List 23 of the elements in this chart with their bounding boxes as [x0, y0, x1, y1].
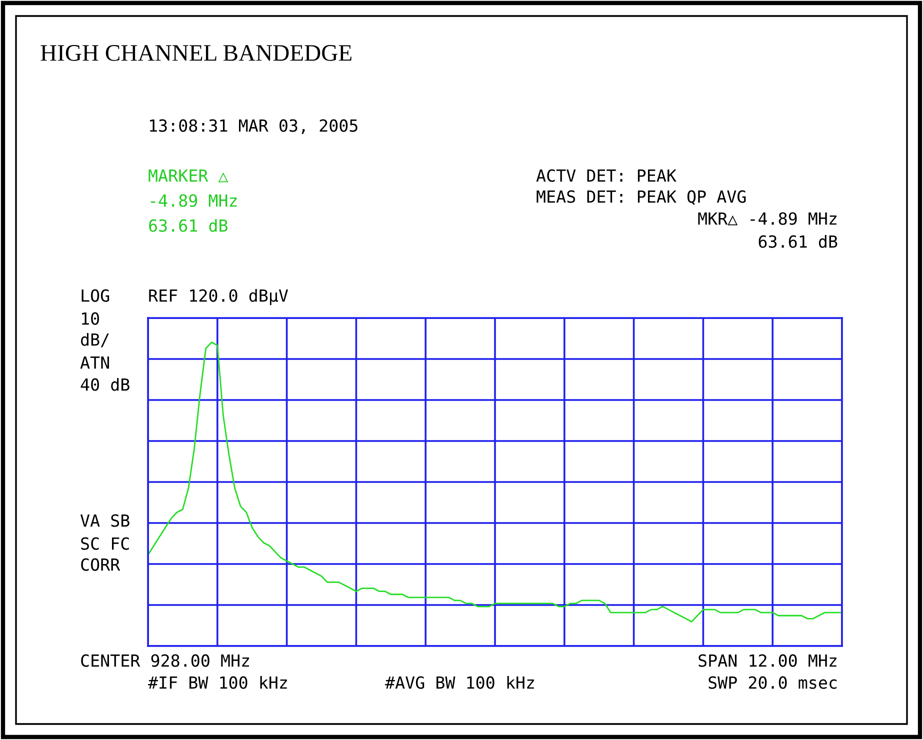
text: SWP 20.0 msec [708, 676, 837, 689]
text: CENTER 928.00 MHz [81, 654, 250, 667]
text: 13:08:31 MAR 03, 2005 [150, 119, 358, 134]
text: -4.89 MHz [150, 194, 237, 207]
text: MARKER △ [148, 169, 228, 182]
text: 10 [82, 312, 99, 325]
text: ATN [80, 356, 109, 369]
text: SPAN 12.00 MHz [698, 654, 836, 667]
text: SC FC [81, 537, 129, 550]
text: #AVG BW 100 kHz [385, 676, 534, 689]
chart-title: HIGH CHANNEL BANDEDGE [40, 45, 352, 61]
text: REF 120.0 dBµV [149, 288, 288, 306]
text: 40 dB [80, 378, 130, 391]
text: VA SB [80, 514, 130, 527]
text: LOG [82, 289, 110, 302]
text: 63.61 dB [149, 218, 228, 232]
text: 63.61 dB [758, 234, 838, 248]
text: CORR [81, 558, 120, 571]
text: ACTV DET: PEAK [536, 169, 676, 182]
text: MEAS DET: PEAK QP AVG [536, 190, 746, 205]
text: #IF BW 100 kHz [148, 676, 287, 689]
text: MKR△ -4.89 MHz [698, 212, 836, 226]
text: dB/ [81, 332, 109, 348]
